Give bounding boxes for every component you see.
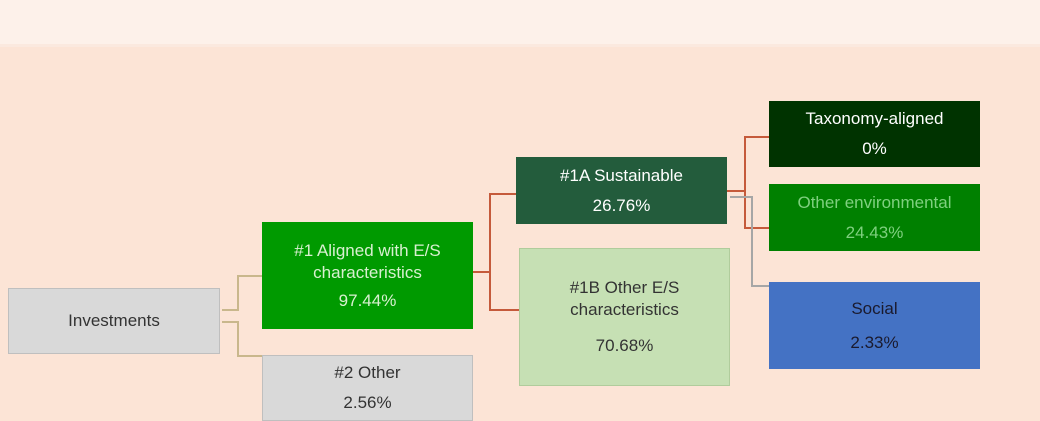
node-value: 0% — [862, 139, 887, 158]
node: #2 Other 2.56% — [262, 355, 473, 421]
node-label: characteristics — [570, 300, 679, 319]
node-label: Investments — [68, 311, 160, 330]
node-value: 2.33% — [850, 332, 899, 352]
node: #1A Sustainable 26.76% — [516, 157, 727, 224]
node: Other environmental 24.43% — [769, 184, 980, 251]
node-value: 70.68% — [595, 336, 654, 355]
node: #1B Other E/S characteristics 70.68% — [519, 248, 730, 386]
node-label: Other environmental — [797, 192, 952, 212]
node-value: 26.76% — [592, 195, 651, 215]
node-label: #1B Other E/S — [569, 278, 680, 297]
connector — [473, 271, 519, 311]
node: Investments — [8, 288, 220, 354]
connector — [473, 193, 516, 273]
node-value: 24.43% — [845, 222, 904, 242]
node-label: #1 Aligned with E/S — [294, 240, 441, 260]
node-label: #1A Sustainable — [560, 165, 683, 185]
header-band — [0, 0, 1040, 47]
node-value: 2.56% — [343, 393, 392, 412]
node-label: #2 Other — [334, 363, 401, 382]
node: Social 2.33% — [769, 282, 980, 369]
connector — [727, 136, 769, 192]
connector — [222, 275, 262, 311]
node: Taxonomy-aligned 0% — [769, 101, 980, 167]
connector — [727, 190, 769, 229]
node-label: Social — [851, 298, 898, 318]
connector — [222, 321, 262, 357]
node-label: characteristics — [313, 262, 422, 282]
node: #1 Aligned with E/S characteristics 97.4… — [262, 222, 473, 329]
node-value: 97.44% — [338, 290, 397, 310]
connector — [730, 196, 769, 287]
node-label: Taxonomy-aligned — [805, 109, 944, 128]
